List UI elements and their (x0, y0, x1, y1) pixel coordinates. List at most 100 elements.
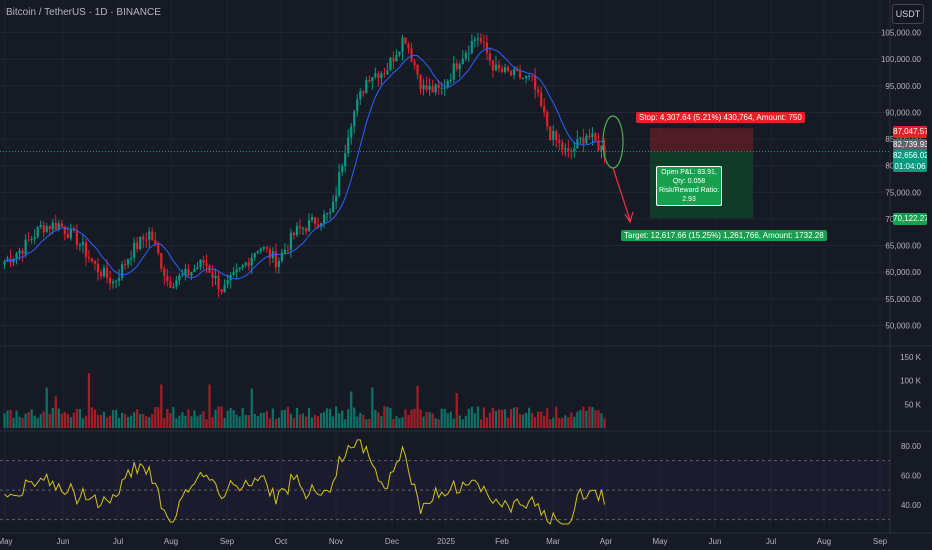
candle-body (223, 284, 226, 293)
candle-body (48, 226, 51, 230)
volume-bar (63, 411, 66, 428)
candle-body (96, 263, 100, 273)
volume-bar (515, 407, 519, 428)
volume-bar (401, 417, 404, 428)
candle-body (588, 135, 591, 138)
price-axis-label: 55,000.00 (885, 295, 921, 304)
time-axis-label: Jun (57, 537, 70, 546)
candle-body (307, 220, 311, 232)
candle-body (410, 48, 413, 62)
candle-body (371, 77, 374, 82)
volume-bar (473, 413, 476, 428)
candle-body (160, 253, 163, 269)
volume-bar (365, 419, 368, 428)
candle-body (84, 242, 88, 258)
volume-bar (15, 410, 18, 428)
candle-body (145, 239, 148, 241)
volume-bar (259, 413, 262, 428)
moving-average-line (4, 47, 605, 280)
price-axis-label: 95,000.00 (885, 82, 921, 91)
volume-bar (193, 410, 196, 428)
candle-body (597, 140, 600, 151)
candle-body (380, 73, 383, 79)
candle-body (434, 84, 437, 93)
candle-body (265, 247, 268, 250)
volume-bar (280, 410, 283, 428)
volume-bar (479, 419, 482, 428)
candle-body (458, 64, 461, 70)
candle-body (205, 262, 208, 266)
volume-bar (558, 418, 561, 428)
candle-body (603, 146, 606, 157)
candle-body (117, 277, 121, 281)
volume-bar (45, 387, 48, 428)
volume-bar (497, 409, 501, 428)
volume-bar (139, 414, 142, 428)
candle-body (75, 230, 78, 246)
volume-bar (555, 406, 558, 428)
volume-bar (235, 414, 238, 428)
volume-bar (461, 419, 464, 428)
volume-bar (96, 414, 100, 428)
volume-bar (241, 407, 244, 428)
volume-bar (298, 414, 302, 428)
volume-bar (214, 409, 217, 428)
candle-body (335, 195, 338, 202)
candle-body (564, 148, 567, 150)
volume-bar (42, 411, 45, 428)
volume-bar (163, 417, 166, 428)
risk-reward-text: Risk/Reward Ratio: 2.93 (659, 187, 719, 203)
volume-bar (36, 417, 39, 428)
candle-body (359, 91, 362, 100)
volume-bar (130, 415, 133, 428)
candle-body (573, 148, 576, 152)
candle-body (552, 131, 555, 140)
volume-bar (175, 418, 178, 428)
time-axis-label: Aug (164, 537, 178, 546)
stop-loss-zone (650, 128, 753, 152)
projection-arrow (612, 167, 631, 221)
candle-body (193, 268, 196, 272)
volume-bar (105, 417, 109, 428)
candle-body (286, 249, 290, 251)
candle-body (136, 242, 139, 249)
candle-body (250, 257, 253, 266)
candle-body (120, 264, 124, 278)
price-axis-label: 50,000.00 (885, 321, 921, 330)
candle-body (163, 268, 166, 276)
candle-body (69, 228, 72, 239)
volume-bar (419, 409, 422, 428)
volume-bar (350, 391, 353, 428)
volume-bar (341, 410, 344, 428)
rsi-axis-label: 60.00 (901, 471, 922, 480)
volume-bar (567, 417, 570, 428)
volume-bar (190, 416, 193, 428)
volume-bar (232, 409, 235, 428)
candle-body (503, 67, 507, 72)
candle-body (313, 217, 317, 225)
candle-body (36, 226, 39, 238)
candle-body (151, 231, 154, 240)
currency-button[interactable]: USDT (892, 4, 924, 24)
target-price-tag: 70,122.27 (893, 213, 927, 225)
volume-bar (90, 407, 94, 428)
volume-bar (69, 417, 72, 428)
candle-body (51, 222, 54, 230)
candle-body (18, 250, 21, 254)
volume-bar (148, 417, 151, 428)
volume-bar (386, 406, 389, 428)
volume-bar (136, 409, 139, 428)
candle-body (45, 226, 48, 233)
candle-body (133, 242, 136, 258)
candle-body (108, 277, 112, 284)
volume-bar (416, 385, 419, 428)
volume-bar (353, 407, 356, 428)
volume-bar (262, 412, 265, 428)
volume-bar (30, 409, 33, 428)
candle-body (148, 231, 151, 240)
volume-bar (410, 409, 413, 428)
volume-bar (570, 412, 573, 428)
candle-body (558, 140, 561, 143)
volume-bar (491, 407, 495, 428)
